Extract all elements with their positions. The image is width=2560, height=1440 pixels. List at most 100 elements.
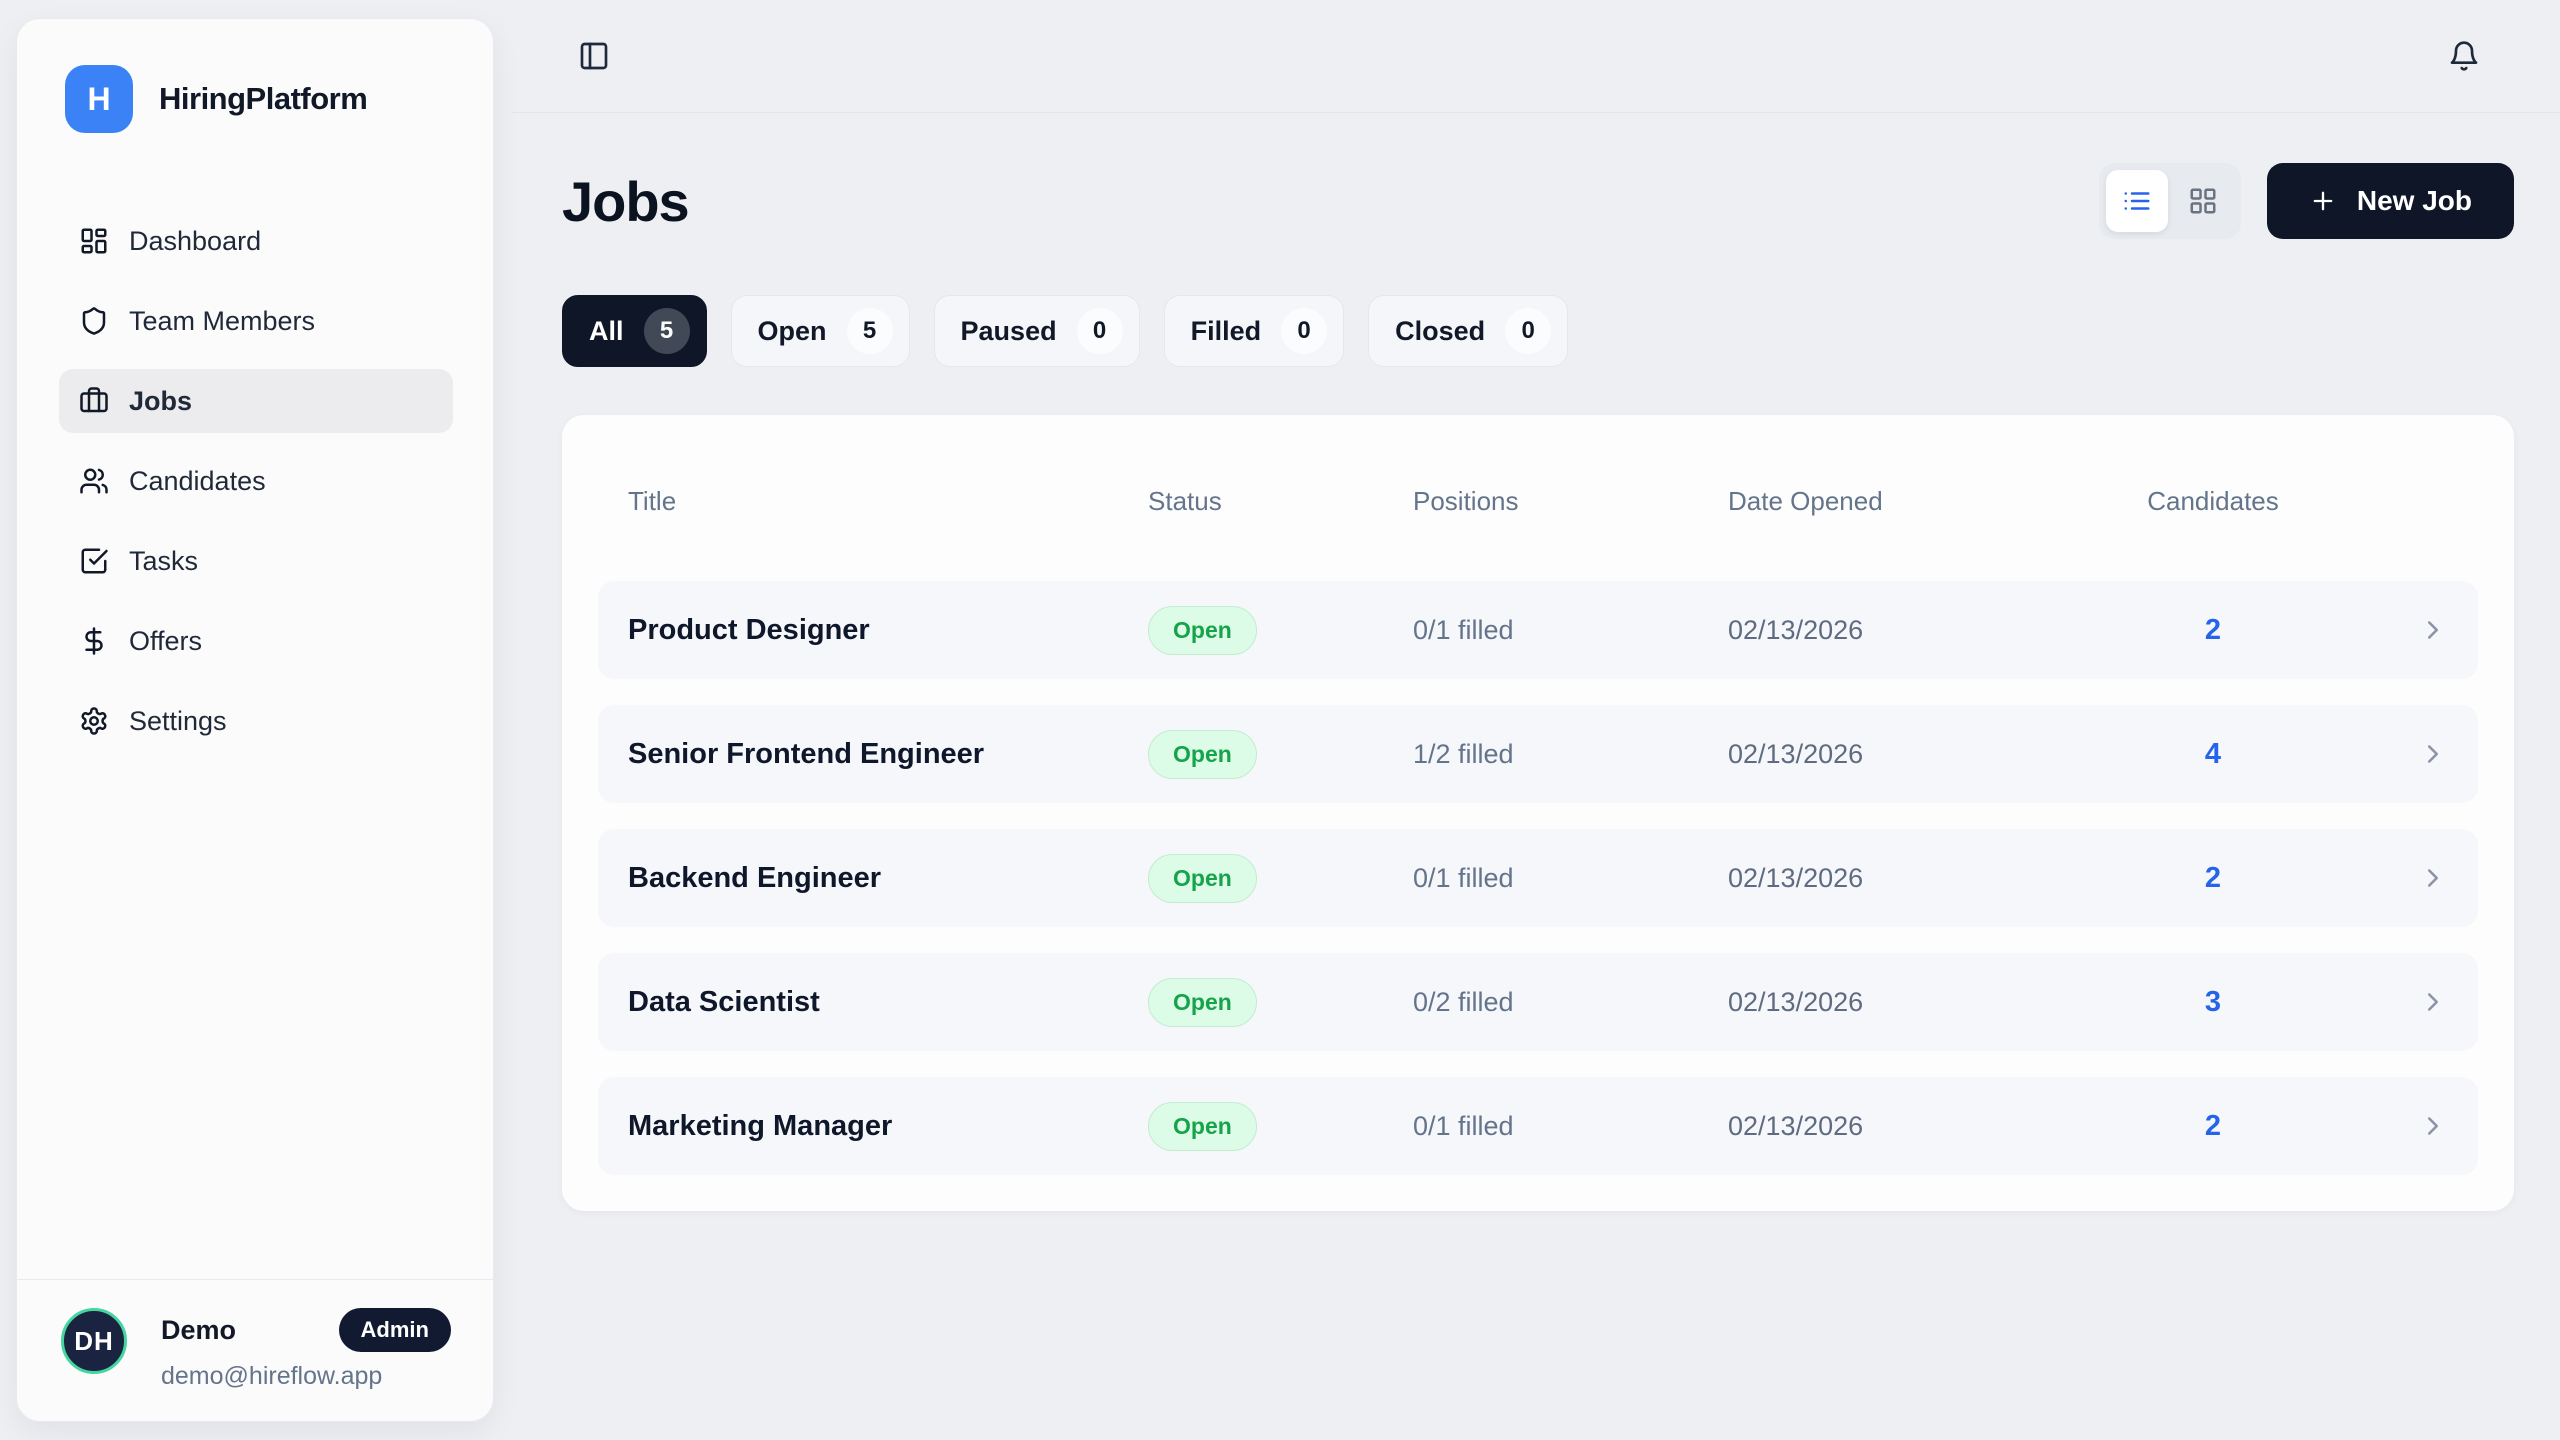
dollar-icon [79, 626, 109, 656]
positions-filled: 0/1 filled [1413, 862, 1514, 893]
date-opened: 02/13/2026 [1728, 1110, 1864, 1141]
sidebar-item-label: Jobs [129, 385, 193, 416]
row-chevron[interactable] [2418, 1111, 2448, 1141]
sidebar-item-candidates[interactable]: Candidates [59, 449, 453, 513]
column-header-status: Status [1148, 485, 1222, 516]
job-title: Marketing Manager [628, 1109, 893, 1142]
chevron-right-icon [2418, 863, 2448, 893]
column-header-positions: Positions [1413, 485, 1519, 516]
status-badge: Open [1148, 729, 1257, 779]
notifications-button[interactable] [2444, 36, 2484, 76]
table-row[interactable]: Backend Engineer Open 0/1 filled 02/13/2… [598, 829, 2478, 927]
bell-icon [2448, 40, 2480, 72]
sidebar-item-offers[interactable]: Offers [59, 609, 453, 673]
brand-name: HiringPlatform [159, 81, 368, 116]
filter-count-badge: 0 [1076, 308, 1123, 354]
filter-chip-all[interactable]: All 5 [562, 295, 707, 367]
column-header-date-opened: Date Opened [1728, 485, 1883, 516]
candidates-count[interactable]: 4 [2204, 737, 2222, 770]
sidebar-nav: Dashboard Team Members Jobs Candidates T… [17, 209, 493, 769]
user-main: Demo Admin demo@hireflow.app [161, 1308, 451, 1391]
task-check-icon [79, 546, 109, 576]
user-section: DH Demo Admin demo@hireflow.app [17, 1279, 493, 1421]
positions-filled: 0/1 filled [1413, 1110, 1514, 1141]
filter-chip-paused[interactable]: Paused 0 [933, 295, 1140, 367]
new-job-button[interactable]: New Job [2266, 163, 2514, 239]
sidebar-item-dashboard[interactable]: Dashboard [59, 209, 453, 273]
sidebar-toggle-button[interactable] [574, 36, 614, 76]
date-opened: 02/13/2026 [1728, 614, 1864, 645]
main-area: Jobs New Job All 5 Open [512, 0, 2560, 1440]
row-chevron[interactable] [2418, 863, 2448, 893]
date-opened: 02/13/2026 [1728, 862, 1864, 893]
grid-icon [2188, 186, 2218, 216]
jobs-table: Title Status Positions Date Opened Candi… [562, 415, 2514, 1211]
status-filter-tabs: All 5 Open 5 Paused 0 Filled 0 Closed 0 [562, 295, 2514, 367]
topbar [512, 0, 2560, 113]
brand-logo: H [65, 65, 133, 133]
filter-count-badge: 0 [1281, 308, 1328, 354]
positions-filled: 0/2 filled [1413, 986, 1514, 1017]
positions-filled: 1/2 filled [1413, 738, 1514, 769]
candidates-count[interactable]: 2 [2204, 1109, 2222, 1142]
chevron-right-icon [2418, 987, 2448, 1017]
chevron-right-icon [2418, 1111, 2448, 1141]
grid-view-button[interactable] [2172, 170, 2234, 232]
filter-count-badge: 0 [1505, 308, 1552, 354]
row-chevron[interactable] [2418, 987, 2448, 1017]
sidebar-item-label: Offers [129, 625, 203, 656]
plus-icon [2309, 187, 2337, 215]
chevron-right-icon [2418, 615, 2448, 645]
sidebar-item-team-members[interactable]: Team Members [59, 289, 453, 353]
list-icon [2122, 186, 2152, 216]
filter-chip-open[interactable]: Open 5 [730, 295, 910, 367]
sidebar-item-label: Tasks [129, 545, 199, 576]
list-view-button[interactable] [2105, 170, 2168, 232]
column-header-candidates: Candidates [2147, 485, 2279, 516]
user-name: Demo [161, 1314, 237, 1345]
sidebar-item-label: Team Members [129, 305, 316, 336]
content: Jobs New Job All 5 Open [512, 113, 2560, 1211]
row-chevron[interactable] [2418, 615, 2448, 645]
brand: H HiringPlatform [17, 19, 493, 133]
chevron-right-icon [2418, 739, 2448, 769]
sidebar: H HiringPlatform Dashboard Team Members … [16, 18, 494, 1422]
candidates-count[interactable]: 2 [2204, 861, 2222, 894]
sidebar-item-settings[interactable]: Settings [59, 689, 453, 753]
table-row[interactable]: Marketing Manager Open 0/1 filled 02/13/… [598, 1077, 2478, 1175]
job-title: Data Scientist [628, 985, 820, 1018]
positions-filled: 0/1 filled [1413, 614, 1514, 645]
shield-icon [79, 306, 109, 336]
view-toggle [2098, 163, 2241, 239]
users-icon [79, 466, 109, 496]
status-badge: Open [1148, 605, 1257, 655]
column-header-title: Title [628, 485, 677, 516]
sidebar-item-tasks[interactable]: Tasks [59, 529, 453, 593]
candidates-count[interactable]: 2 [2204, 613, 2222, 646]
job-title: Backend Engineer [628, 861, 882, 894]
filter-chip-filled[interactable]: Filled 0 [1163, 295, 1345, 367]
user-email: demo@hireflow.app [161, 1362, 383, 1390]
status-badge: Open [1148, 977, 1257, 1027]
panel-left-icon [578, 40, 610, 72]
sidebar-item-label: Dashboard [129, 225, 262, 256]
user-role-badge: Admin [338, 1308, 451, 1352]
job-title: Senior Frontend Engineer [628, 737, 985, 770]
table-row[interactable]: Senior Frontend Engineer Open 1/2 filled… [598, 705, 2478, 803]
avatar: DH [61, 1308, 127, 1374]
date-opened: 02/13/2026 [1728, 738, 1864, 769]
sidebar-item-jobs[interactable]: Jobs [59, 369, 453, 433]
filter-count-badge: 5 [643, 308, 690, 354]
page-title: Jobs [562, 169, 690, 233]
table-row[interactable]: Data Scientist Open 0/2 filled 02/13/202… [598, 953, 2478, 1051]
filter-chip-closed[interactable]: Closed 0 [1368, 295, 1569, 367]
sidebar-item-label: Settings [129, 705, 227, 736]
gear-icon [79, 706, 109, 736]
dashboard-icon [79, 226, 109, 256]
job-title: Product Designer [628, 613, 870, 646]
table-row[interactable]: Product Designer Open 0/1 filled 02/13/2… [598, 581, 2478, 679]
candidates-count[interactable]: 3 [2204, 985, 2222, 1018]
date-opened: 02/13/2026 [1728, 986, 1864, 1017]
status-badge: Open [1148, 853, 1257, 903]
row-chevron[interactable] [2418, 739, 2448, 769]
